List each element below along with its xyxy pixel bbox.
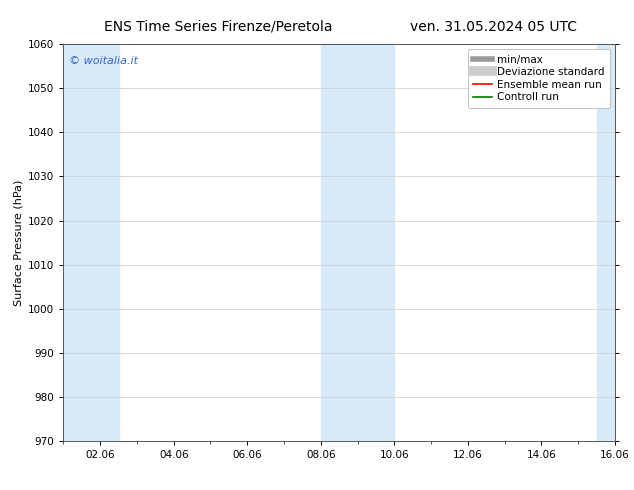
Bar — [597, 44, 615, 441]
Text: © woitalia.it: © woitalia.it — [69, 56, 138, 66]
Bar — [321, 44, 339, 441]
Text: ven. 31.05.2024 05 UTC: ven. 31.05.2024 05 UTC — [410, 20, 577, 34]
Bar — [339, 44, 394, 441]
Y-axis label: Surface Pressure (hPa): Surface Pressure (hPa) — [14, 179, 24, 306]
Legend: min/max, Deviazione standard, Ensemble mean run, Controll run: min/max, Deviazione standard, Ensemble m… — [468, 49, 610, 107]
Bar — [63, 44, 119, 441]
Text: ENS Time Series Firenze/Peretola: ENS Time Series Firenze/Peretola — [103, 20, 332, 34]
